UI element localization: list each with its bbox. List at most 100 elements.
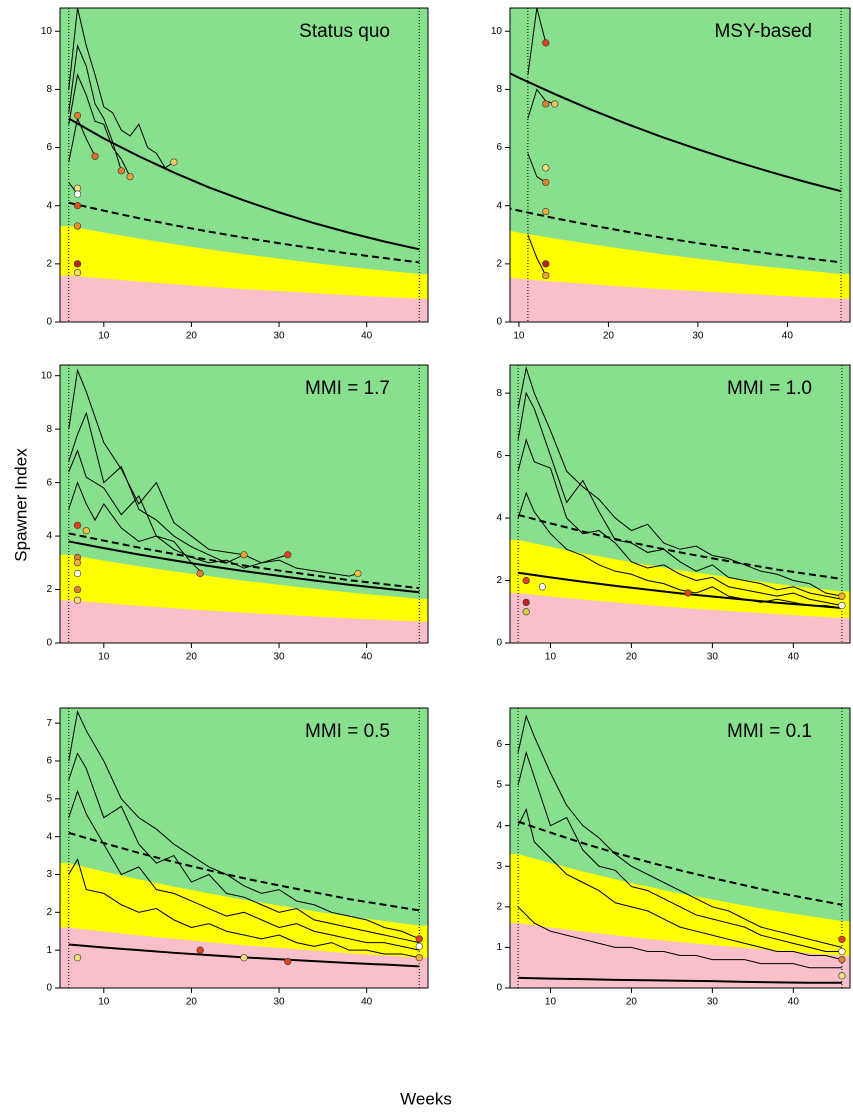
- end-point: [551, 100, 559, 108]
- x-tick-label: 40: [361, 652, 373, 663]
- plot-frame: [509, 707, 851, 989]
- trajectory-line: [527, 8, 547, 75]
- end-point: [838, 601, 846, 610]
- y-tick-label: 6: [46, 756, 52, 767]
- end-point: [284, 957, 292, 966]
- trajectory-line: [68, 481, 288, 569]
- y-tick-label: 0: [46, 317, 52, 328]
- trajectory-line: [517, 391, 842, 600]
- reference-line: [510, 72, 842, 193]
- end-point: [415, 942, 423, 950]
- plot-area: [510, 8, 850, 322]
- end-point: [542, 178, 550, 187]
- x-tick-label: 40: [782, 331, 794, 342]
- x-axis-label: Weeks: [400, 1089, 452, 1108]
- trajectory-line: [68, 752, 420, 944]
- x-tick-label: 10: [98, 331, 110, 342]
- x-tick-label: 10: [545, 997, 557, 1008]
- panel: 0 2 4 6 8 10 20 30 40 MMI = 1.0: [496, 364, 851, 663]
- y-tick-label: 5: [496, 780, 502, 791]
- panel-title: MMI = 1.7: [305, 378, 390, 399]
- end-point: [73, 111, 82, 120]
- y-tick-label: 8: [496, 388, 502, 399]
- trajectory-line: [68, 116, 96, 163]
- y-tick-label: 0: [496, 638, 502, 649]
- x-tick-label: 10: [545, 652, 557, 663]
- end-point: [542, 164, 550, 172]
- end-point: [542, 271, 550, 280]
- end-point: [73, 222, 82, 230]
- plot-frame: [509, 364, 851, 644]
- zone-area: [60, 275, 428, 322]
- trajectory-line: [68, 73, 131, 177]
- y-tick-label: 4: [496, 513, 502, 524]
- y-tick-label: 6: [46, 477, 52, 488]
- trajectory-line: [527, 234, 547, 276]
- end-point: [73, 521, 82, 529]
- end-point: [117, 167, 125, 175]
- end-point: [73, 569, 82, 578]
- x-tick-label: 30: [273, 331, 285, 342]
- plot-area: [510, 365, 850, 643]
- y-tick-label: 10: [41, 26, 53, 37]
- end-point: [542, 260, 550, 268]
- end-point: [73, 954, 82, 962]
- end-point: [73, 585, 82, 594]
- trajectory-line: [68, 449, 201, 572]
- panel-title: MMI = 0.5: [305, 721, 390, 742]
- x-tick-label: 40: [788, 997, 800, 1008]
- end-point: [73, 202, 82, 210]
- x-tick-label: 40: [361, 997, 373, 1008]
- reference-line: [68, 201, 420, 264]
- end-point: [284, 551, 292, 559]
- y-tick-label: 4: [496, 820, 502, 831]
- panel-title: Status quo: [299, 21, 390, 42]
- end-point: [522, 608, 530, 616]
- reference-line: [518, 976, 842, 984]
- y-tick-label: 8: [46, 424, 52, 435]
- y-tick-label: 2: [496, 575, 502, 586]
- y-tick-label: 2: [496, 258, 502, 269]
- plot-area: [60, 708, 428, 988]
- reference-line: [517, 513, 843, 580]
- x-tick-label: 40: [361, 331, 373, 342]
- end-point: [240, 954, 248, 962]
- trajectory-line: [527, 88, 555, 119]
- x-tick-label: 30: [707, 652, 719, 663]
- end-point: [82, 527, 90, 535]
- x-tick-label: 20: [186, 997, 198, 1008]
- end-point: [196, 569, 204, 578]
- end-point: [354, 569, 362, 578]
- panel: 0 2 4 6 8 10 10 20 30 40 MMI = 1.7: [41, 364, 429, 663]
- trajectory-line: [68, 43, 122, 171]
- y-tick-label: 0: [46, 638, 52, 649]
- end-point: [240, 551, 248, 559]
- end-point: [838, 955, 846, 964]
- panel-title: MMI = 0.1: [727, 721, 812, 742]
- y-tick-label: 1: [496, 942, 502, 953]
- x-tick-label: 40: [788, 652, 800, 663]
- x-tick-label: 20: [626, 652, 638, 663]
- end-point: [91, 152, 99, 160]
- trajectory-line: [517, 714, 843, 948]
- end-point: [73, 268, 82, 277]
- end-point: [522, 576, 530, 585]
- panel: 0 2 4 6 8 10 10 20 30 40 MSY-based: [491, 7, 851, 342]
- x-tick-label: 30: [273, 652, 285, 663]
- end-point: [538, 583, 546, 591]
- reference-line: [68, 540, 420, 594]
- plot-area: [510, 708, 850, 988]
- y-tick-label: 2: [46, 584, 52, 595]
- end-point: [542, 100, 550, 108]
- trajectory-line: [68, 710, 420, 940]
- panel: 0 2 4 6 8 10 10 20 30 40 Status quo: [41, 7, 429, 342]
- plot-frame: [59, 7, 429, 323]
- x-tick-label: 10: [98, 997, 110, 1008]
- y-axis-label: Spawner Index: [11, 448, 30, 562]
- y-tick-label: 3: [496, 861, 502, 872]
- plot-area: [60, 365, 428, 643]
- plot-area: [60, 8, 428, 322]
- end-point: [73, 559, 82, 567]
- y-tick-label: 4: [46, 200, 52, 211]
